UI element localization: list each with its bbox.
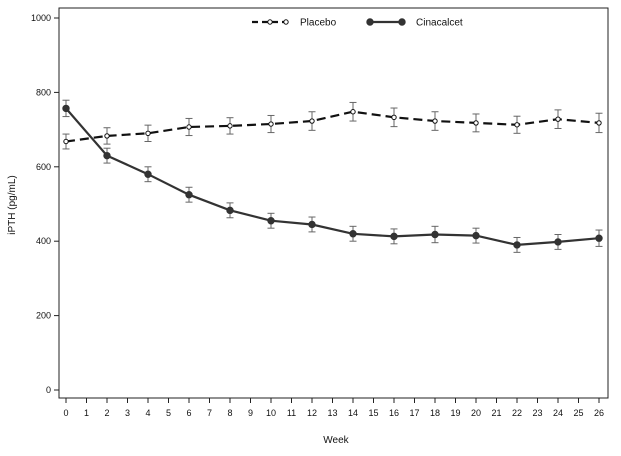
data-point: [227, 123, 233, 129]
legend-label: Placebo: [300, 18, 337, 29]
y-tick-label: 600: [36, 162, 51, 172]
data-point: [391, 114, 397, 121]
legend-item-cinacalcet: Cinacalcet: [366, 18, 463, 29]
y-tick-label: 200: [36, 311, 51, 321]
data-point: [349, 230, 357, 238]
series-line-placebo: [65, 110, 600, 143]
data-point: [595, 234, 603, 242]
legend: Placebo Cinacalcet: [252, 18, 463, 29]
series-layer: [62, 99, 603, 253]
legend-item-placebo: Placebo: [252, 18, 337, 29]
x-tick-label: 3: [125, 408, 130, 418]
data-point: [554, 238, 562, 246]
x-tick-label: 17: [409, 408, 419, 418]
x-tick-label: 25: [573, 408, 583, 418]
data-point: [144, 170, 152, 178]
data-point: [268, 121, 274, 127]
x-tick-label: 16: [389, 408, 399, 418]
data-point: [432, 118, 438, 124]
x-tick-label: 8: [227, 408, 232, 418]
data-point: [431, 230, 439, 239]
x-tick-label: 7: [207, 408, 212, 418]
data-point: [390, 232, 398, 241]
x-tick-label: 23: [532, 408, 542, 418]
series-line-cinacalcet: [65, 107, 600, 247]
x-tick-label: 26: [594, 408, 604, 418]
data-point: [472, 231, 480, 240]
series-cinacalcet: [62, 99, 603, 253]
y-tick-label: 800: [36, 87, 51, 97]
x-tick-label: 12: [307, 408, 317, 418]
data-point: [62, 104, 70, 113]
x-tick-label: 21: [491, 408, 501, 418]
data-point: [104, 133, 110, 139]
x-tick-label: 19: [450, 408, 460, 418]
plot-frame: [58, 7, 609, 399]
x-tick-label: 5: [166, 408, 171, 418]
data-point: [350, 109, 356, 115]
data-point: [226, 206, 234, 215]
x-tick-label: 22: [512, 408, 522, 418]
data-point: [267, 217, 275, 225]
data-point: [186, 124, 192, 130]
series-placebo: [62, 101, 603, 150]
x-tick-label: 18: [430, 408, 440, 418]
legend-label: Cinacalcet: [416, 18, 463, 29]
x-tick-label: 4: [145, 408, 150, 418]
x-tick-label: 15: [368, 408, 378, 418]
data-point: [309, 118, 315, 124]
y-tick-label: 1000: [31, 13, 51, 23]
x-axis-title: Week: [323, 435, 349, 446]
x-tick-label: 11: [287, 408, 296, 418]
y-tick-label: 400: [36, 236, 51, 246]
data-point: [103, 151, 111, 160]
data-point: [308, 220, 316, 229]
y-axis-title: iPTH (pg/mL): [7, 175, 18, 234]
x-tick-label: 13: [327, 408, 337, 418]
x-tick-label: 20: [471, 408, 481, 418]
x-tick-label: 14: [348, 408, 358, 418]
legend-marker: [283, 19, 289, 25]
data-point: [514, 122, 520, 128]
data-point: [185, 191, 193, 199]
legend-marker: [398, 18, 406, 26]
x-tick-label: 24: [553, 408, 563, 418]
data-point: [596, 120, 602, 126]
data-point: [473, 120, 479, 126]
x-tick-label: 10: [266, 408, 276, 418]
data-point: [513, 241, 521, 249]
data-point: [555, 116, 561, 122]
x-tick-label: 1: [84, 408, 89, 418]
legend-marker: [366, 18, 374, 26]
y-tick-label: 0: [46, 385, 51, 395]
legend-marker: [267, 19, 273, 25]
data-point: [63, 138, 69, 145]
x-tick-label: 9: [248, 408, 253, 418]
x-tick-label: 0: [63, 408, 68, 418]
x-tick-label: 6: [186, 408, 191, 418]
x-tick-label: 2: [104, 408, 109, 418]
data-point: [145, 130, 151, 137]
